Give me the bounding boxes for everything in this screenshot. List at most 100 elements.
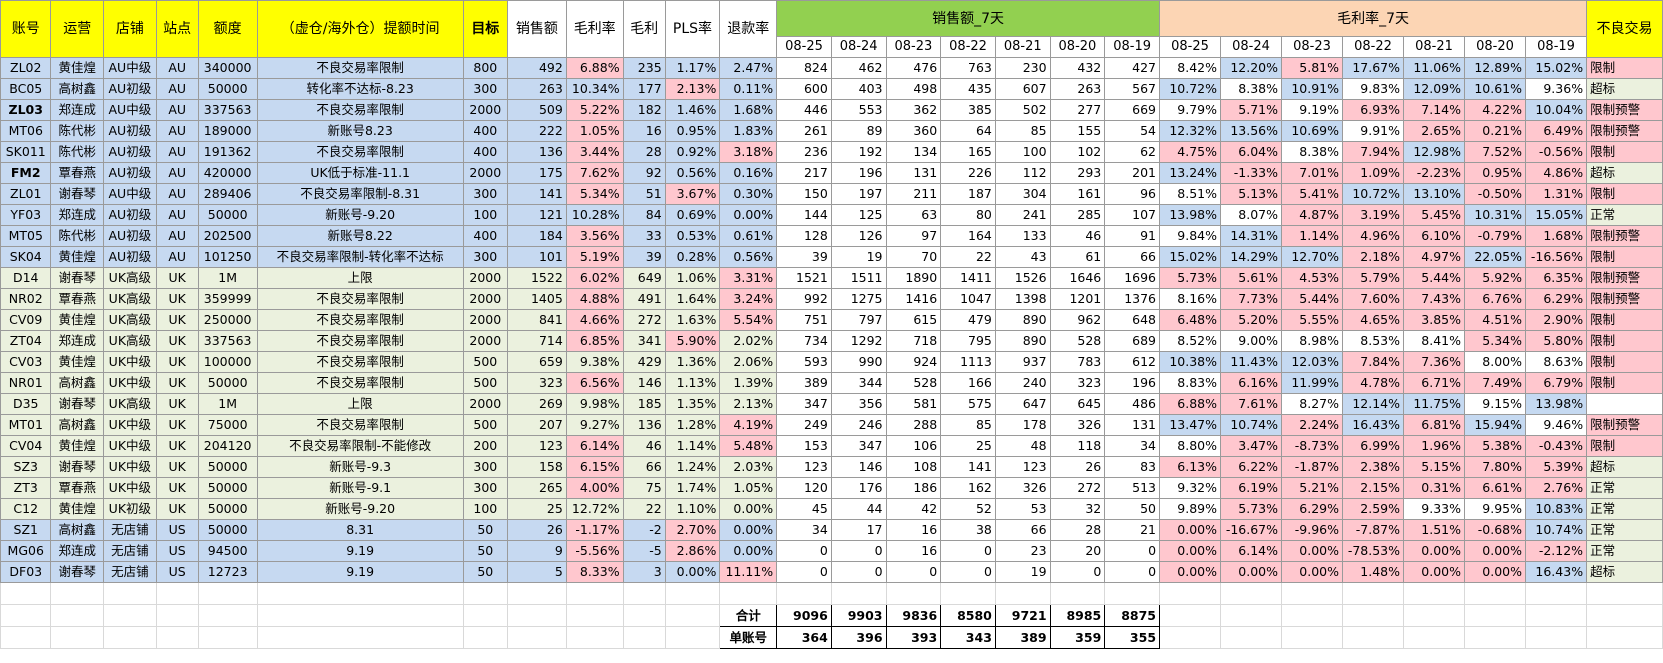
cell-target[interactable]: 500 (462, 351, 508, 373)
cell-bad-trade[interactable]: 限制预警 (1586, 414, 1663, 436)
cell-gm-rate[interactable]: 1.05% (565, 120, 624, 142)
cell-time[interactable]: 不良交易率限制-8.31 (256, 183, 464, 205)
cell-sales-day[interactable]: 763 (940, 57, 996, 79)
cell-target[interactable]: 300 (462, 78, 508, 100)
cell-quota[interactable]: 1M (197, 267, 258, 289)
cell-refund[interactable]: 0.00% (719, 540, 778, 562)
cell-sales[interactable]: 323 (506, 372, 567, 394)
cell-bad-trade[interactable]: 限制预警 (1586, 99, 1663, 121)
cell-refund[interactable]: 0.00% (719, 519, 778, 541)
cell-gm[interactable]: 75 (622, 477, 666, 499)
cell-site[interactable]: US (155, 519, 199, 541)
gm-date-header[interactable]: 08-23 (1281, 36, 1344, 58)
cell-sales-day[interactable]: 1890 (885, 267, 942, 289)
cell-shop[interactable]: UK中级 (103, 414, 157, 436)
sales-date-header[interactable]: 08-25 (776, 36, 832, 58)
cell-sales-day[interactable]: 362 (885, 99, 942, 121)
cell-gm[interactable]: 235 (622, 57, 666, 79)
cell-sales-day[interactable]: 236 (776, 141, 832, 163)
cell-sales-day[interactable]: 134 (885, 141, 942, 163)
cell-time[interactable]: 不良交易率限制 (256, 57, 464, 79)
cell-operator[interactable]: 黄佳煌 (50, 351, 105, 373)
cell-gm-day[interactable]: 5.73% (1220, 498, 1283, 520)
summary-value[interactable]: 396 (830, 626, 887, 649)
cell-refund[interactable]: 2.06% (719, 351, 778, 373)
cell-gm[interactable]: 51 (622, 183, 666, 205)
cell-sales-day[interactable]: 150 (776, 183, 832, 205)
cell-quota[interactable]: 50000 (197, 477, 258, 499)
cell-account[interactable]: DF03 (0, 561, 52, 583)
empty-cell[interactable] (622, 582, 666, 605)
cell-gm[interactable]: 66 (622, 456, 666, 478)
cell-refund[interactable]: 3.24% (719, 288, 778, 310)
cell-refund[interactable]: 5.54% (719, 309, 778, 331)
cell-sales-day[interactable]: 120 (776, 477, 832, 499)
cell-quota[interactable]: 100000 (197, 351, 258, 373)
cell-time[interactable]: 新账号-9.1 (256, 477, 464, 499)
cell-sales-day[interactable]: 42 (885, 498, 942, 520)
empty-cell[interactable] (50, 582, 105, 605)
cell-target[interactable]: 100 (462, 204, 508, 226)
cell-sales-day[interactable]: 615 (885, 309, 942, 331)
empty-cell[interactable] (0, 582, 52, 605)
cell-target[interactable]: 200 (462, 435, 508, 457)
summary-value[interactable]: 355 (1104, 626, 1161, 649)
cell-operator[interactable]: 陈代彬 (50, 120, 105, 142)
empty-cell[interactable] (103, 626, 157, 649)
cell-quota[interactable]: 289406 (197, 183, 258, 205)
cell-target[interactable]: 50 (462, 540, 508, 562)
cell-gm-day[interactable]: 4.75% (1159, 141, 1222, 163)
cell-sales-day[interactable]: 1398 (994, 288, 1051, 310)
cell-sales-day[interactable]: 647 (994, 393, 1051, 415)
empty-cell[interactable] (1159, 626, 1222, 649)
cell-gm[interactable]: 28 (622, 141, 666, 163)
cell-time[interactable]: 不良交易率限制 (256, 288, 464, 310)
cell-sales-day[interactable]: 479 (940, 309, 996, 331)
cell-bad-trade[interactable]: 限制预警 (1586, 225, 1663, 247)
header-shop[interactable]: 店铺 (103, 0, 157, 58)
cell-site[interactable]: UK (155, 456, 199, 478)
cell-pls[interactable]: 0.95% (664, 120, 721, 142)
cell-site[interactable]: AU (155, 78, 199, 100)
gm-date-header[interactable]: 08-20 (1464, 36, 1527, 58)
cell-operator[interactable]: 黄佳煌 (50, 309, 105, 331)
cell-refund[interactable]: 1.68% (719, 99, 778, 121)
cell-account[interactable]: D35 (0, 393, 52, 415)
cell-pls[interactable]: 0.28% (664, 246, 721, 268)
cell-gm-rate[interactable]: 5.19% (565, 246, 624, 268)
cell-site[interactable]: AU (155, 141, 199, 163)
empty-cell[interactable] (622, 604, 666, 627)
cell-gm-day[interactable]: 8.42% (1159, 57, 1222, 79)
header-target[interactable]: 目标 (462, 0, 508, 58)
cell-sales-day[interactable]: 141 (940, 456, 996, 478)
gm-date-header[interactable]: 08-22 (1342, 36, 1405, 58)
cell-gm-day[interactable]: 2.15% (1342, 477, 1405, 499)
cell-gm-day[interactable]: 5.81% (1281, 57, 1344, 79)
cell-gm-day[interactable]: 7.61% (1220, 393, 1283, 415)
cell-target[interactable]: 2000 (462, 267, 508, 289)
sales-date-header[interactable]: 08-22 (940, 36, 996, 58)
empty-cell[interactable] (830, 582, 887, 605)
cell-gm-day[interactable]: 2.59% (1342, 498, 1405, 520)
cell-gm-day[interactable]: 6.48% (1159, 309, 1222, 331)
cell-gm-day[interactable]: 17.67% (1342, 57, 1405, 79)
cell-refund[interactable]: 1.83% (719, 120, 778, 142)
cell-refund[interactable]: 11.11% (719, 561, 778, 583)
cell-time[interactable]: 不良交易率限制 (256, 309, 464, 331)
cell-gm-day[interactable]: 10.38% (1159, 351, 1222, 373)
summary-value[interactable]: 393 (885, 626, 942, 649)
cell-refund[interactable]: 0.56% (719, 246, 778, 268)
cell-operator[interactable]: 黄佳煌 (50, 498, 105, 520)
cell-gm-day[interactable]: 8.27% (1281, 393, 1344, 415)
cell-sales-day[interactable]: 446 (776, 99, 832, 121)
cell-gm-rate[interactable]: 6.15% (565, 456, 624, 478)
cell-gm-day[interactable]: -78.53% (1342, 540, 1405, 562)
cell-bad-trade[interactable]: 超标 (1586, 162, 1663, 184)
cell-sales-day[interactable]: 196 (830, 162, 887, 184)
cell-gm-day[interactable]: 0.00% (1220, 561, 1283, 583)
cell-account[interactable]: CV04 (0, 435, 52, 457)
cell-target[interactable]: 2000 (462, 393, 508, 415)
cell-sales-day[interactable]: 462 (830, 57, 887, 79)
cell-gm-day[interactable]: 8.83% (1159, 372, 1222, 394)
cell-sales[interactable]: 184 (506, 225, 567, 247)
